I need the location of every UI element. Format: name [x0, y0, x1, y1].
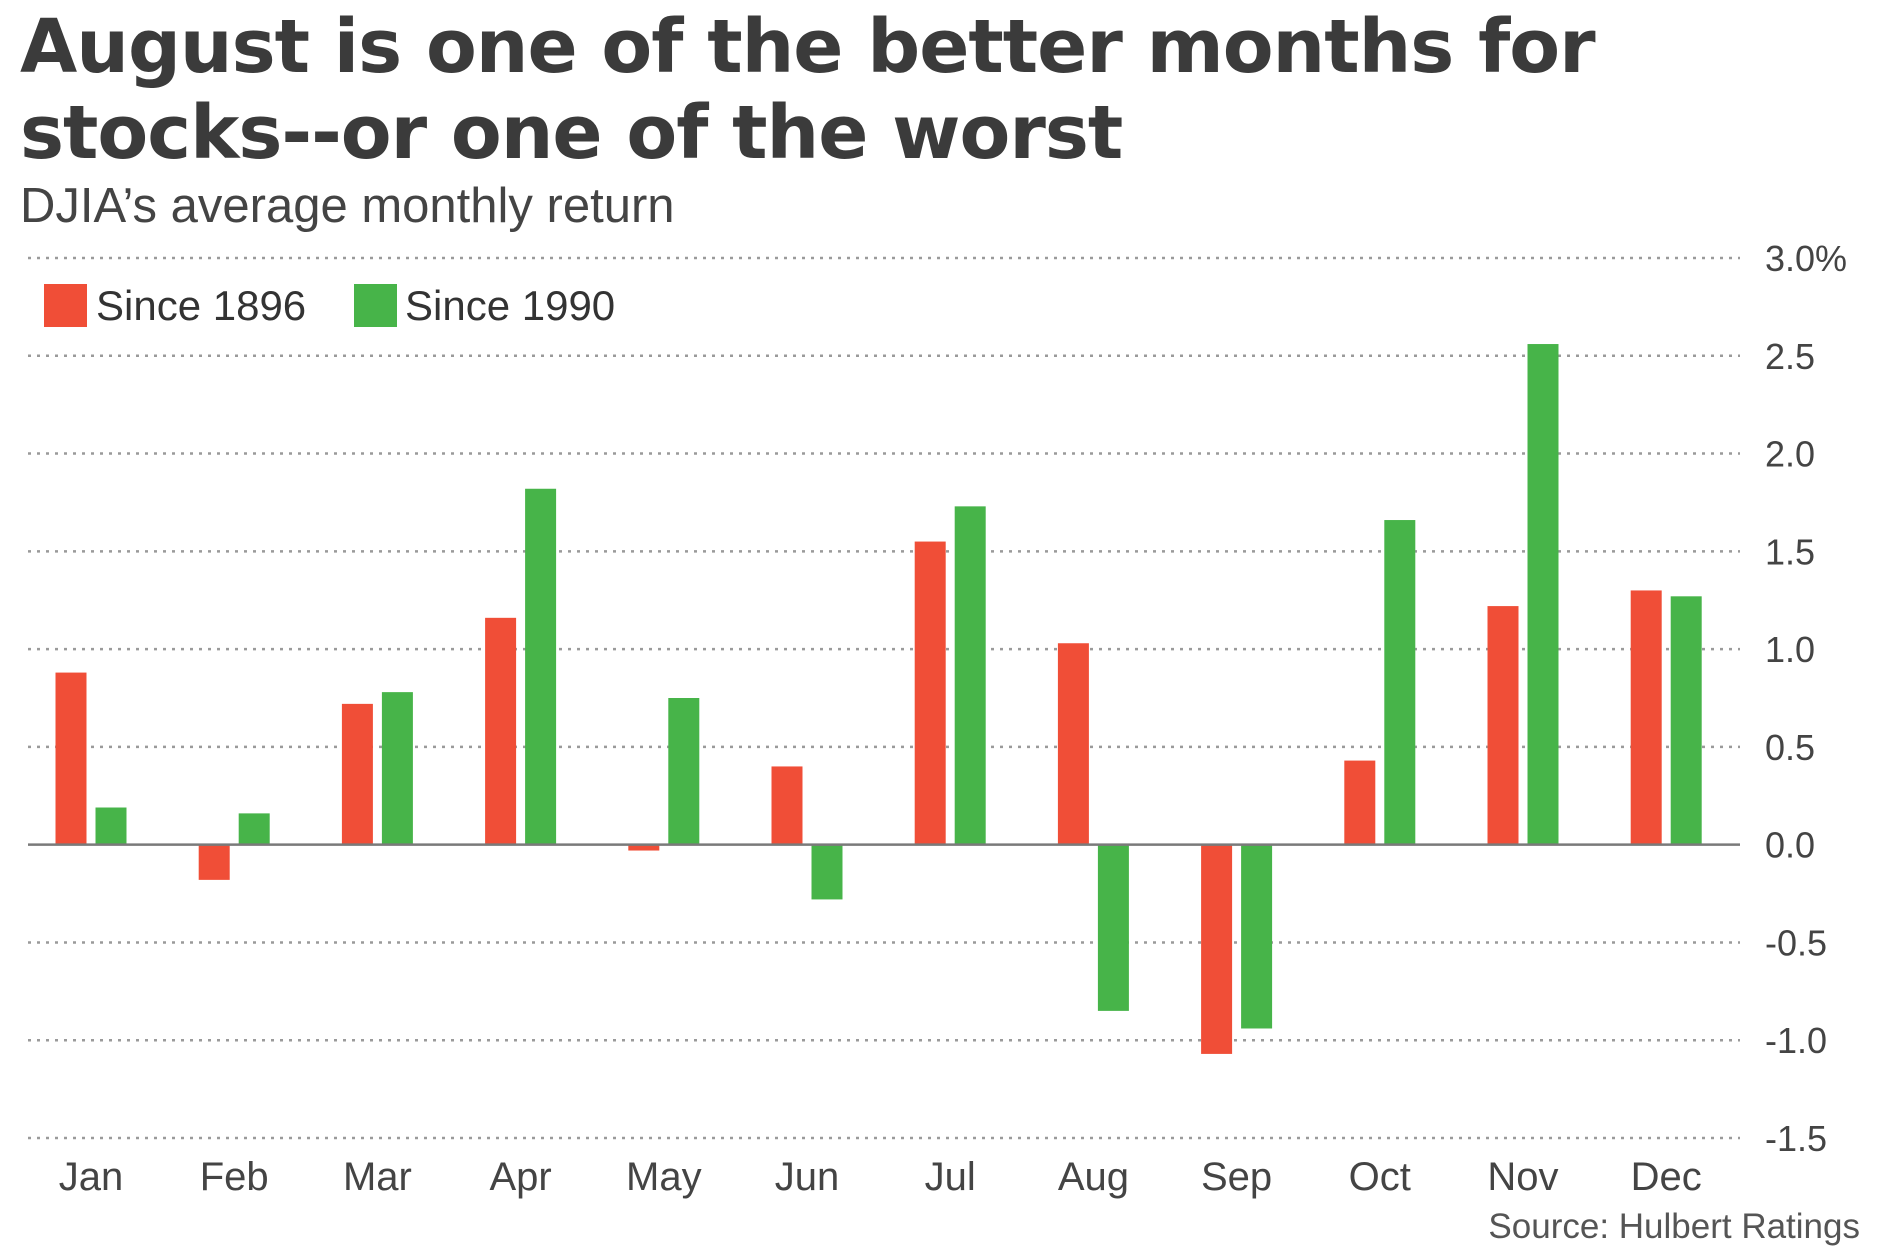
bar-apr-since-1896: [485, 617, 517, 845]
bar-jun-since-1896: [771, 766, 803, 845]
bar-oct-since-1990: [1384, 520, 1416, 845]
bar-aug-since-1990: [1097, 844, 1129, 1011]
bar-feb-since-1990: [238, 813, 270, 845]
source-note: Source: Hulbert Ratings: [1488, 1207, 1860, 1246]
x-tick-label: May: [626, 1155, 702, 1199]
bar-dec-since-1990: [1670, 596, 1702, 845]
x-tick-label: Nov: [1487, 1155, 1558, 1199]
legend: Since 1896 Since 1990: [44, 282, 615, 329]
bars: [55, 344, 1702, 1054]
y-tick-label: 2.0: [1765, 434, 1815, 475]
chart-subtitle: DJIA’s average monthly return: [20, 179, 675, 233]
y-tick-label: -1.5: [1765, 1118, 1827, 1159]
chart-title: August is one of the better months for s…: [20, 4, 1596, 176]
x-tick-label: Feb: [200, 1155, 269, 1199]
legend-label-since-1896: Since 1896: [96, 282, 306, 329]
x-tick-label: Oct: [1349, 1155, 1411, 1199]
y-tick-label: 0.5: [1765, 727, 1815, 768]
bar-mar-since-1896: [341, 703, 373, 845]
y-tick-label: 3.0%: [1765, 238, 1847, 279]
legend-label-since-1990: Since 1990: [405, 282, 615, 329]
bar-dec-since-1896: [1630, 590, 1662, 845]
y-tick-label: 2.5: [1765, 336, 1815, 377]
bar-mar-since-1990: [381, 692, 413, 845]
bar-jul-since-1896: [914, 541, 946, 845]
bar-apr-since-1990: [525, 488, 557, 845]
gridlines: [28, 256, 1740, 1140]
bar-jan-since-1896: [55, 672, 87, 845]
x-tick-label: Jan: [59, 1155, 124, 1199]
bar-oct-since-1896: [1344, 760, 1376, 845]
bar-sep-since-1896: [1201, 844, 1233, 1054]
bar-aug-since-1896: [1057, 643, 1089, 845]
x-tick-label: Sep: [1201, 1155, 1272, 1199]
bar-nov-since-1896: [1487, 606, 1519, 845]
legend-swatch-since-1896: [44, 284, 87, 327]
bar-sep-since-1990: [1241, 844, 1273, 1029]
x-tick-label: Jul: [925, 1155, 976, 1199]
bar-jun-since-1990: [811, 844, 843, 900]
legend-swatch-since-1990: [354, 284, 397, 327]
bar-jan-since-1990: [95, 807, 127, 845]
y-tick-label: -1.0: [1765, 1020, 1827, 1061]
axes: 3.0% 2.5 2.0 1.5 1.0 0.5 0.0 -0.5 -1.0 -1.5 Jan Feb…: [28, 238, 1847, 1199]
x-tick-label: Apr: [489, 1155, 551, 1199]
y-tick-label: 1.5: [1765, 531, 1815, 572]
x-tick-label: Jun: [775, 1155, 840, 1199]
bar-feb-since-1896: [198, 844, 230, 880]
bar-jul-since-1990: [954, 506, 986, 845]
x-tick-label: Mar: [343, 1155, 412, 1199]
x-tick-label: Dec: [1631, 1155, 1702, 1199]
y-tick-label: -0.5: [1765, 922, 1827, 963]
y-tick-label: 1.0: [1765, 629, 1815, 670]
bar-may-since-1896: [628, 844, 660, 851]
bar-nov-since-1990: [1527, 344, 1559, 845]
bar-may-since-1990: [668, 698, 700, 845]
y-tick-label: 0.0: [1765, 825, 1815, 866]
x-tick-label: Aug: [1058, 1155, 1129, 1199]
